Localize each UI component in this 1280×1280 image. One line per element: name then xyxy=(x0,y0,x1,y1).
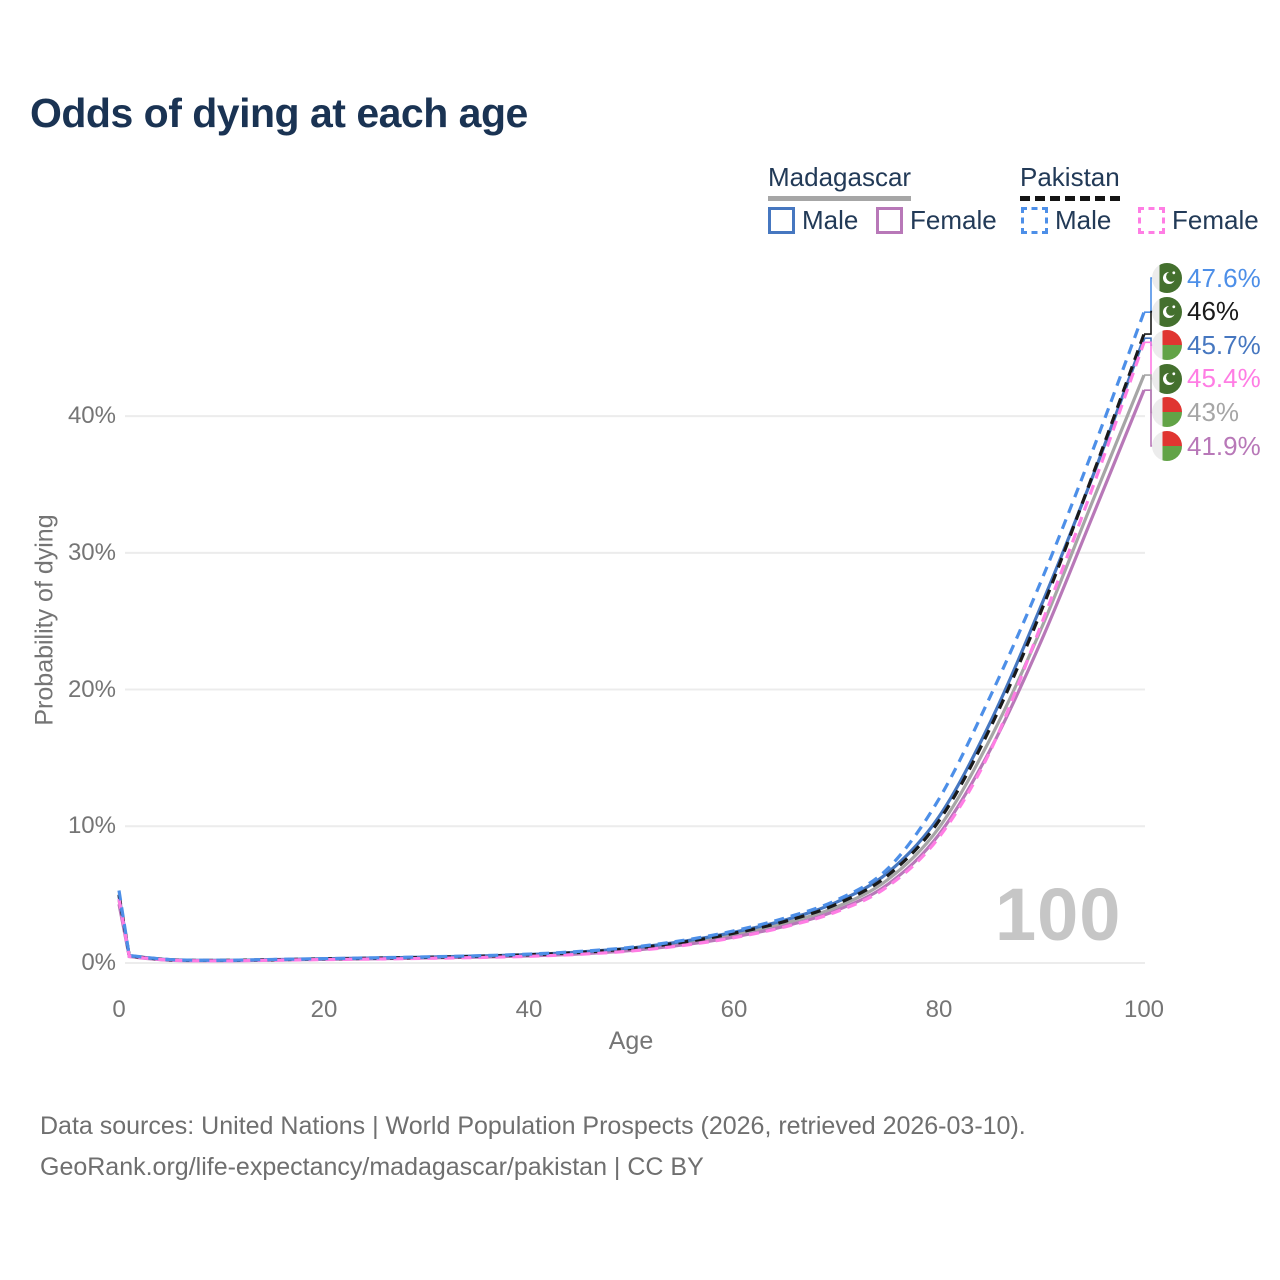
series-line-madagascar-male[interactable] xyxy=(117,337,1146,963)
page-title: Odds of dying at each age xyxy=(30,90,528,136)
footer-attribution: GeoRank.org/life-expectancy/madagascar/p… xyxy=(40,1153,704,1181)
end-label-row: 47.6% xyxy=(1152,262,1261,294)
legend-entry-label: Female xyxy=(910,205,997,235)
legend-entry-madagascar-female[interactable]: Female xyxy=(876,205,997,236)
series-line-pakistan-male[interactable] xyxy=(117,311,1146,962)
x-tick-40: 40 xyxy=(515,996,543,1023)
legend-entry-pakistan-male[interactable]: Male xyxy=(1021,205,1111,236)
y-tick-10: 10% xyxy=(67,812,116,839)
madagascar-flag-icon xyxy=(1152,431,1182,461)
x-tick-100: 100 xyxy=(1123,996,1165,1023)
x-tick-20: 20 xyxy=(310,996,338,1023)
series-line-madagascar[interactable] xyxy=(117,374,1146,963)
footer: Data sources: United Nations | World Pop… xyxy=(40,1106,1026,1188)
x-tick-0: 0 xyxy=(112,996,126,1023)
end-label-value: 47.6% xyxy=(1187,262,1261,293)
legend-entry-pakistan-female[interactable]: Female xyxy=(1138,205,1259,236)
x-axis-title: Age xyxy=(608,1027,654,1055)
end-label-value: 43% xyxy=(1187,396,1240,427)
end-label-value: 45.7% xyxy=(1187,329,1261,360)
age-watermark: 100 xyxy=(995,873,1122,956)
series-line-pakistan-female[interactable] xyxy=(117,341,1146,963)
end-label-row: 43% xyxy=(1152,396,1239,428)
pakistan-male-swatch-icon xyxy=(1021,207,1048,234)
x-tick-60: 60 xyxy=(720,996,748,1023)
legend-group-madagascar[interactable]: Madagascar xyxy=(768,162,912,201)
pakistan-flag-icon xyxy=(1152,263,1182,293)
madagascar-male-swatch-icon xyxy=(768,207,795,234)
end-label-row: 45.7% xyxy=(1152,329,1261,361)
pakistan-flag-icon xyxy=(1152,363,1182,394)
x-tick-80: 80 xyxy=(925,996,953,1023)
legend-entry-madagascar-male[interactable]: Male xyxy=(768,205,858,236)
y-tick-40: 40% xyxy=(67,402,116,429)
legend-entry-label: Female xyxy=(1172,205,1259,235)
end-label-value: 46% xyxy=(1187,296,1240,327)
pakistan-flag-icon xyxy=(1152,296,1182,327)
series-line-madagascar-female[interactable] xyxy=(117,389,1146,963)
y-tick-0: 0% xyxy=(81,949,116,976)
y-tick-20: 20% xyxy=(67,676,116,703)
pakistan-female-swatch-icon xyxy=(1138,207,1165,234)
end-label-row: 46% xyxy=(1152,296,1239,328)
y-axis-title: Probability of dying xyxy=(30,514,59,726)
end-label-value: 41.9% xyxy=(1187,430,1261,461)
end-label-row: 41.9% xyxy=(1152,430,1261,462)
madagascar-flag-icon xyxy=(1152,330,1182,361)
series-line-pakistan[interactable] xyxy=(117,333,1146,963)
madagascar-female-swatch-icon xyxy=(876,207,903,234)
footer-sources: Data sources: United Nations | World Pop… xyxy=(40,1112,1026,1140)
legend-entry-label: Male xyxy=(1055,205,1112,235)
end-label-row: 45.4% xyxy=(1152,363,1261,395)
end-label-value: 45.4% xyxy=(1187,363,1261,394)
madagascar-flag-icon xyxy=(1152,397,1182,428)
y-tick-30: 30% xyxy=(67,539,116,566)
legend-group-pakistan[interactable]: Pakistan xyxy=(1020,162,1120,201)
legend-entry-label: Male xyxy=(802,205,859,235)
